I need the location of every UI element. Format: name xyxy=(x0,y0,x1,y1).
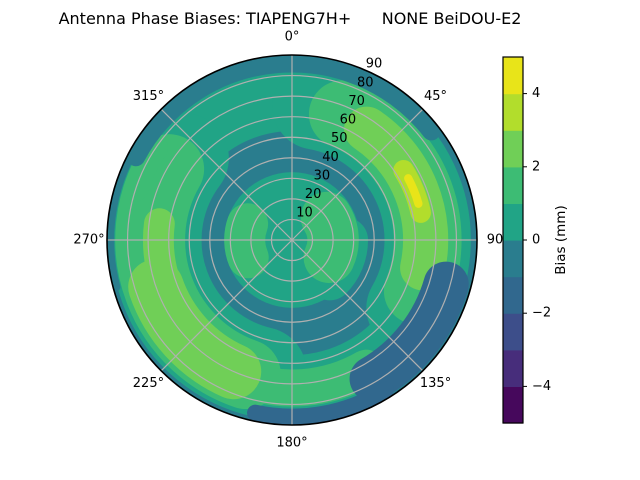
radial-tick-label-80: 80 xyxy=(357,75,374,90)
angle-tick-label-90: 90 xyxy=(487,233,504,248)
angle-tick-label-315: 315° xyxy=(133,89,164,104)
region-inner-west-patch xyxy=(224,203,269,279)
radial-tick-label-30: 30 xyxy=(314,168,331,183)
angle-gridline-135 xyxy=(291,239,424,372)
radial-tick-label-50: 50 xyxy=(331,131,348,146)
angle-tick-labels: 0° 45° 90 135° 180° 225° 270° 315° xyxy=(73,30,503,451)
colorbar-band-4 xyxy=(503,240,523,278)
colorbar-tick-label-2: 2 xyxy=(532,159,540,174)
colorbar-tick-label--2: −2 xyxy=(532,306,551,321)
angle-tick-label-0: 0° xyxy=(285,30,300,45)
angle-tick-label-45: 45° xyxy=(424,89,447,104)
polar-rim xyxy=(106,54,478,426)
colorbar-band-2 xyxy=(503,313,523,351)
angle-tick-label-180: 180° xyxy=(276,436,307,451)
polar-grid xyxy=(107,55,477,425)
radial-tick-label-40: 40 xyxy=(322,150,339,165)
radial-tick-label-20: 20 xyxy=(305,187,322,202)
colorbar: 4 2 0 −2 −4 Bias (mm) xyxy=(502,56,569,424)
colorbar-axis-label: Bias (mm) xyxy=(553,205,569,274)
colorbar-band-7 xyxy=(503,130,523,168)
colorbar-tick-label--4: −4 xyxy=(532,379,551,394)
chart-title: Antenna Phase Biases: TIAPENG7H+ NONE Be… xyxy=(58,9,522,28)
radial-tick-label-70: 70 xyxy=(348,94,365,109)
region-west-core xyxy=(142,208,181,297)
region-se-low-blob xyxy=(349,261,469,402)
angle-gridline-45 xyxy=(291,108,424,241)
radial-tick-label-90: 90 xyxy=(366,57,383,72)
angle-gridline-225 xyxy=(160,239,293,372)
colorbar-band-5 xyxy=(503,203,523,241)
angle-tick-label-225: 225° xyxy=(133,376,164,391)
angle-tick-label-135: 135° xyxy=(420,376,451,391)
region-south-rim-low xyxy=(247,381,394,425)
radial-tick-label-60: 60 xyxy=(340,113,357,128)
radial-tick-labels: 10 20 30 40 50 60 70 80 90 xyxy=(296,57,382,221)
colorbar-band-6 xyxy=(503,166,523,204)
colorbar-band-0 xyxy=(503,386,523,424)
colorbar-band-1 xyxy=(503,349,523,387)
colorbar-tick-label-4: 4 xyxy=(532,86,540,101)
angle-tick-label-270: 270° xyxy=(73,233,104,248)
colorbar-band-3 xyxy=(503,276,523,314)
colorbar-band-8 xyxy=(503,93,523,131)
colorbar-band-9 xyxy=(503,57,523,95)
angle-gridline-315 xyxy=(160,108,293,241)
colorbar-tick-label-0: 0 xyxy=(532,233,540,248)
radial-tick-label-10: 10 xyxy=(296,206,313,221)
region-ne-peak-sliver xyxy=(404,174,423,208)
region-north-rim-band xyxy=(126,55,441,167)
